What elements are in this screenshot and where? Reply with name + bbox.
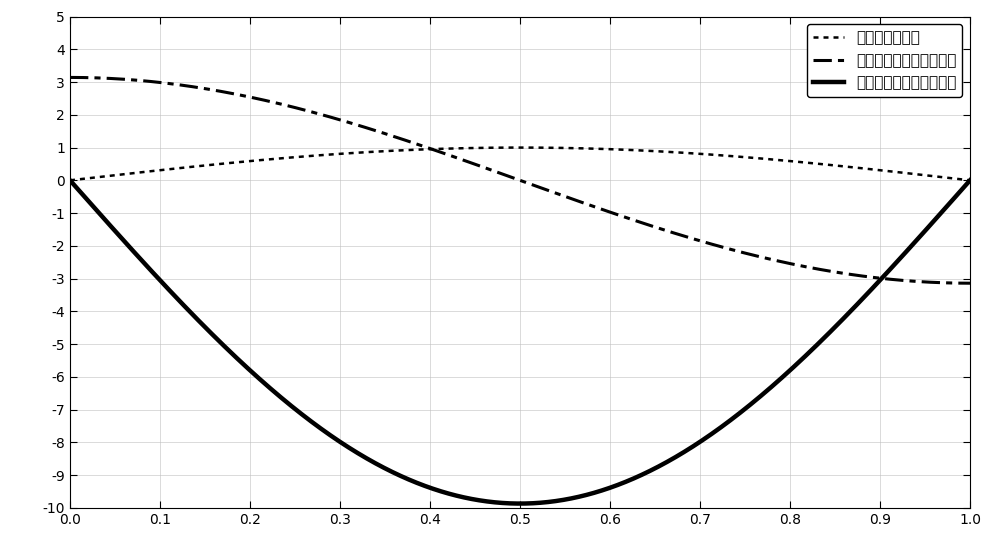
第一节模态函数二阶导数	[110, 229, 122, 235]
第一节模态函数二阶导数	[478, 498, 490, 505]
第一阶模态函数一阶导数	[478, 164, 490, 171]
Legend: 第一阶模态函数, 第一阶模态函数一阶导数, 第一节模态函数二阶导数: 第一阶模态函数, 第一阶模态函数一阶导数, 第一节模态函数二阶导数	[807, 24, 962, 97]
第一阶模态函数	[110, 172, 122, 178]
第一节模态函数二阶导数	[938, 206, 950, 213]
第一节模态函数二阶导数	[502, 500, 514, 507]
第一节模态函数二阶导数	[514, 500, 526, 507]
Line: 第一阶模态函数: 第一阶模态函数	[70, 147, 970, 181]
第一阶模态函数一阶导数	[502, 173, 514, 179]
第一阶模态函数	[478, 145, 490, 151]
第一阶模态函数	[964, 177, 976, 184]
第一节模态函数二阶导数	[938, 206, 950, 213]
第一阶模态函数一阶导数	[937, 279, 949, 286]
第一阶模态函数	[64, 177, 76, 184]
第一阶模态函数一阶导数	[773, 258, 785, 264]
第一阶模态函数	[514, 144, 526, 151]
第一阶模态函数一阶导数	[64, 74, 76, 81]
第一阶模态函数一阶导数	[964, 280, 976, 286]
第一节模态函数二阶导数	[964, 177, 976, 184]
第一阶模态函数一阶导数	[938, 279, 950, 286]
第一节模态函数二阶导数	[773, 377, 785, 384]
第一节模态函数二阶导数	[64, 177, 76, 184]
第一阶模态函数	[938, 174, 950, 181]
第一阶模态函数一阶导数	[110, 76, 122, 82]
第一阶模态函数	[773, 157, 785, 163]
Line: 第一阶模态函数一阶导数: 第一阶模态函数一阶导数	[70, 77, 970, 283]
Line: 第一节模态函数二阶导数: 第一节模态函数二阶导数	[70, 181, 970, 503]
第一阶模态函数	[502, 144, 514, 151]
第一阶模态函数	[938, 174, 950, 181]
